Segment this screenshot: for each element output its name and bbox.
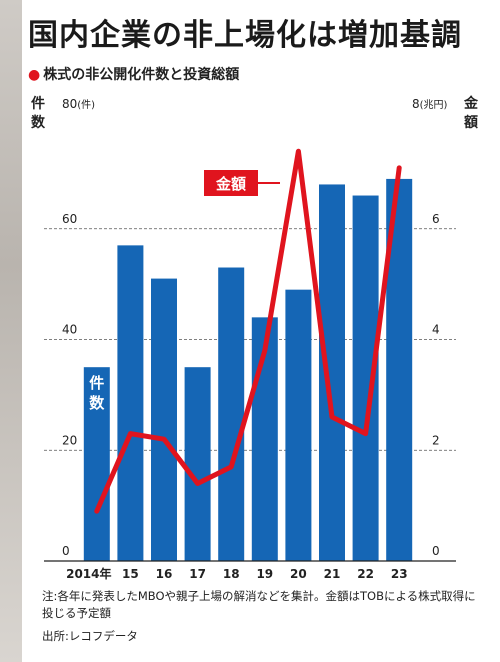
line-label-box bbox=[204, 170, 258, 196]
category-label: 23 bbox=[391, 567, 408, 581]
left-tick-label: 0 bbox=[62, 544, 70, 558]
line-series bbox=[94, 148, 402, 514]
right-tick-label: 0 bbox=[432, 544, 440, 558]
line-series-label: 金額 bbox=[215, 175, 246, 193]
chart-notes: 注:各年に発表したMBOや親子上場の解消などを集計。金額はTOBによる株式取得に… bbox=[42, 589, 476, 620]
right-tick-label: 6 bbox=[432, 212, 440, 226]
right-tick-label: 2 bbox=[432, 433, 440, 447]
bar bbox=[218, 267, 245, 561]
category-label: 15 bbox=[122, 567, 139, 581]
red-dot-icon: ● bbox=[28, 67, 41, 83]
bar-series-label: 数 bbox=[89, 394, 105, 412]
left-axis-title: 件数 bbox=[30, 95, 46, 133]
chart-source: 出所:レコフデータ bbox=[42, 629, 138, 643]
right-axis-title: 金額 bbox=[463, 95, 479, 133]
bar bbox=[184, 367, 211, 561]
left-axis-top-label: 80(件) bbox=[62, 96, 95, 111]
chart-title: 国内企業の非上場化は増加基調 bbox=[28, 18, 462, 53]
right-axis-top-label: 8(兆円) bbox=[412, 96, 447, 111]
bar bbox=[151, 278, 177, 561]
category-label: 19 bbox=[256, 567, 273, 581]
bar bbox=[83, 367, 110, 561]
category-label: 21 bbox=[324, 567, 341, 581]
category-label: 17 bbox=[189, 567, 206, 581]
chart-subtitle: ● 株式の非公開化件数と投資総額 bbox=[28, 64, 488, 84]
right-axis-title-char: 金 bbox=[464, 96, 478, 112]
category-label: 22 bbox=[357, 567, 374, 581]
category-label: 18 bbox=[223, 567, 240, 581]
left-axis-title-char: 数 bbox=[31, 115, 45, 131]
subtitle-text: 株式の非公開化件数と投資総額 bbox=[43, 67, 240, 83]
right-axis-top-value: 8 bbox=[412, 97, 420, 111]
category-label: 16 bbox=[156, 567, 173, 581]
left-tick-label: 60 bbox=[62, 212, 77, 226]
left-tick-label: 20 bbox=[62, 433, 77, 447]
background-band bbox=[0, 0, 22, 662]
left-axis-unit: (件) bbox=[77, 100, 96, 111]
bar-series-label: 件 bbox=[89, 374, 104, 392]
left-axis-title-char: 件 bbox=[31, 96, 45, 112]
right-tick-label: 4 bbox=[432, 323, 440, 337]
right-axis-title-char: 額 bbox=[464, 115, 478, 131]
bar bbox=[319, 184, 345, 561]
bar bbox=[117, 245, 144, 562]
left-tick-label: 40 bbox=[62, 323, 77, 337]
category-label: 2014年 bbox=[66, 566, 111, 581]
right-axis-unit: (兆円) bbox=[419, 100, 448, 111]
bar bbox=[285, 289, 312, 561]
left-axis-top-value: 80 bbox=[62, 97, 78, 111]
category-label: 20 bbox=[290, 567, 307, 581]
